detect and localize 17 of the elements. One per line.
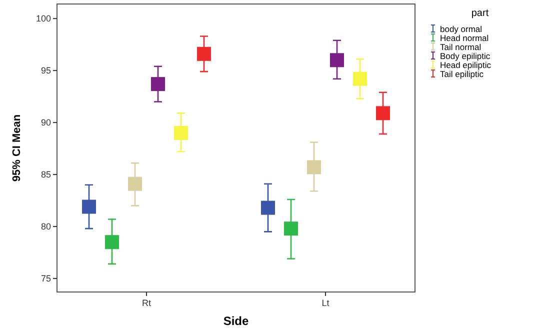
legend-label: Head epiliptic: [440, 60, 492, 70]
x-tick-label: Lt: [322, 298, 330, 308]
legend-label: Tail normal: [440, 42, 482, 52]
y-tick-label: 80: [40, 222, 51, 232]
y-axis-title: 95% CI Mean: [11, 114, 23, 182]
y-tick-label: 100: [36, 14, 51, 24]
y-tick-label: 90: [40, 118, 51, 128]
y-tick-label: 95: [40, 66, 51, 76]
x-tick-label: Rt: [142, 298, 152, 308]
x-axis-title: Side: [223, 314, 249, 328]
legend-label: Tail epiliptic: [440, 68, 484, 79]
y-tick-label: 85: [40, 170, 51, 180]
y-tick-label: 75: [40, 274, 51, 284]
legend-label: body ormal: [440, 24, 482, 34]
legend-title: part: [471, 8, 489, 19]
legend-label: Head normal: [440, 32, 489, 43]
legend-label: Body epiliptic: [440, 50, 491, 61]
